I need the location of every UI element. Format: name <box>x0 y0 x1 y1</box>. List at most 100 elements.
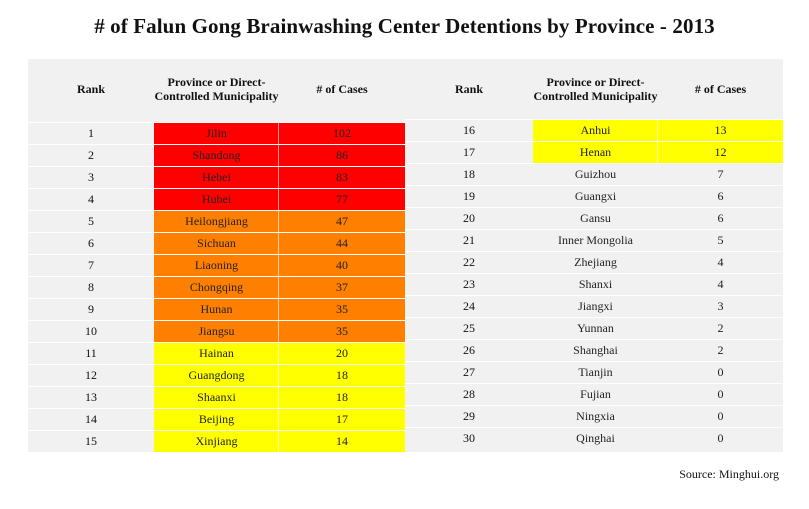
province-cell: Jiangxi <box>578 299 613 313</box>
rank-cell: 22 <box>463 255 475 269</box>
cases-cell: 2 <box>717 321 724 335</box>
table-row: 4 Hubei 77 <box>28 188 405 210</box>
table-row: 10 Jiangsu 35 <box>28 320 405 342</box>
cases-cell: 0 <box>717 431 724 445</box>
province-cell: Liaoning <box>154 255 279 276</box>
province-cell: Hunan <box>154 299 279 320</box>
province-cell: Sichuan <box>154 233 279 254</box>
province-cell: Guangxi <box>574 189 617 203</box>
cases-cell: 18 <box>279 365 405 386</box>
rank-cell: 18 <box>463 167 475 181</box>
table-right: Rank Province or Direct-Controlled Munic… <box>405 59 783 452</box>
province-cell: Jilin <box>154 123 279 144</box>
province-cell: Shanghai <box>573 343 618 357</box>
table-row: 11 Hainan 20 <box>28 342 405 364</box>
province-cell: Guizhou <box>574 167 617 181</box>
cases-cell: 40 <box>279 255 405 276</box>
cases-cell: 83 <box>279 167 405 188</box>
table-row: 12 Guangdong 18 <box>28 364 405 386</box>
rank-cell: 1 <box>88 126 94 140</box>
table-body-right: 16 Anhui 13 17 Henan 12 18 Guizhou 7 19 Guangxi 6 20… <box>405 119 783 449</box>
province-cell: Tianjin <box>578 365 613 379</box>
table-row: 13 Shaanxi 18 <box>28 386 405 408</box>
table-row: 22 Zhejiang 4 <box>405 251 783 273</box>
rank-cell: 12 <box>85 368 97 382</box>
cases-cell: 37 <box>279 277 405 298</box>
cases-cell: 13 <box>658 120 783 141</box>
header-cases: # of Cases <box>316 82 368 96</box>
rank-cell: 16 <box>463 123 475 137</box>
province-cell: Zhejiang <box>574 255 617 269</box>
rank-cell: 15 <box>85 434 97 448</box>
rank-cell: 4 <box>88 192 94 206</box>
province-cell: Gansu <box>580 211 611 225</box>
province-cell: Ningxia <box>576 409 615 423</box>
table-row: 23 Shanxi 4 <box>405 273 783 295</box>
header-rank: Rank <box>76 82 105 96</box>
table-row: 14 Beijing 17 <box>28 408 405 430</box>
cases-cell: 6 <box>717 189 724 203</box>
table-row: 21 Inner Mongolia 5 <box>405 229 783 251</box>
province-cell: Hainan <box>154 343 279 364</box>
province-cell: Beijing <box>154 409 279 430</box>
cases-cell: 4 <box>717 255 724 269</box>
header-cases: # of Cases <box>694 82 747 96</box>
table-row: 18 Guizhou 7 <box>405 163 783 185</box>
province-cell: Anhui <box>533 120 658 141</box>
rank-cell: 26 <box>463 343 475 357</box>
province-cell: Xinjiang <box>154 431 279 452</box>
cases-cell: 47 <box>279 211 405 232</box>
rank-cell: 8 <box>88 280 94 294</box>
province-cell: Guangdong <box>154 365 279 386</box>
cases-cell: 5 <box>717 233 724 247</box>
table-row: 17 Henan 12 <box>405 141 783 163</box>
rank-cell: 7 <box>88 258 94 272</box>
table-row: 7 Liaoning 40 <box>28 254 405 276</box>
table-row: 1 Jilin 102 <box>28 122 405 144</box>
rank-cell: 6 <box>88 236 94 250</box>
cases-cell: 86 <box>279 145 405 166</box>
cases-cell: 3 <box>717 299 724 313</box>
province-cell: Inner Mongolia <box>558 233 633 247</box>
province-cell: Chongqing <box>154 277 279 298</box>
table-row: 20 Gansu 6 <box>405 207 783 229</box>
header-province: Province or Direct-Controlled Municipali… <box>154 75 279 103</box>
rank-cell: 27 <box>463 365 475 379</box>
province-cell: Hubei <box>154 189 279 210</box>
cases-cell: 20 <box>279 343 405 364</box>
cases-cell: 77 <box>279 189 405 210</box>
table-body-left: 1 Jilin 102 2 Shandong 86 3 Hebei 83 4 Hubei 77 5 Hei… <box>28 122 405 452</box>
cases-cell: 12 <box>658 142 783 163</box>
rank-cell: 30 <box>463 431 475 445</box>
rank-cell: 2 <box>88 148 94 162</box>
rank-cell: 5 <box>88 214 94 228</box>
rank-cell: 17 <box>463 145 475 159</box>
rank-cell: 24 <box>463 299 475 313</box>
rank-cell: 10 <box>85 324 97 338</box>
rank-cell: 13 <box>85 390 97 404</box>
table-row: 3 Hebei 83 <box>28 166 405 188</box>
province-cell: Qinghai <box>576 431 615 445</box>
table-left: Rank Province or Direct-Controlled Munic… <box>28 59 405 452</box>
cases-cell: 4 <box>717 277 724 291</box>
province-cell: Fujian <box>580 387 611 401</box>
province-cell: Hebei <box>154 167 279 188</box>
table-row: 8 Chongqing 37 <box>28 276 405 298</box>
province-cell: Henan <box>533 142 658 163</box>
rank-cell: 19 <box>463 189 475 203</box>
table-row: 9 Hunan 35 <box>28 298 405 320</box>
cases-cell: 0 <box>717 365 724 379</box>
province-cell: Shaanxi <box>154 387 279 408</box>
table-row: 29 Ningxia 0 <box>405 405 783 427</box>
cases-cell: 35 <box>279 321 405 342</box>
province-cell: Jiangsu <box>154 321 279 342</box>
province-cell: Heilongjiang <box>154 211 279 232</box>
cases-cell: 0 <box>717 409 724 423</box>
source-note: Source: Minghui.org <box>679 467 779 481</box>
table-row: 16 Anhui 13 <box>405 119 783 141</box>
cases-cell: 0 <box>717 387 724 401</box>
rank-cell: 21 <box>463 233 475 247</box>
rank-cell: 11 <box>85 346 97 360</box>
rank-cell: 25 <box>463 321 475 335</box>
table-row: 30 Qinghai 0 <box>405 427 783 449</box>
